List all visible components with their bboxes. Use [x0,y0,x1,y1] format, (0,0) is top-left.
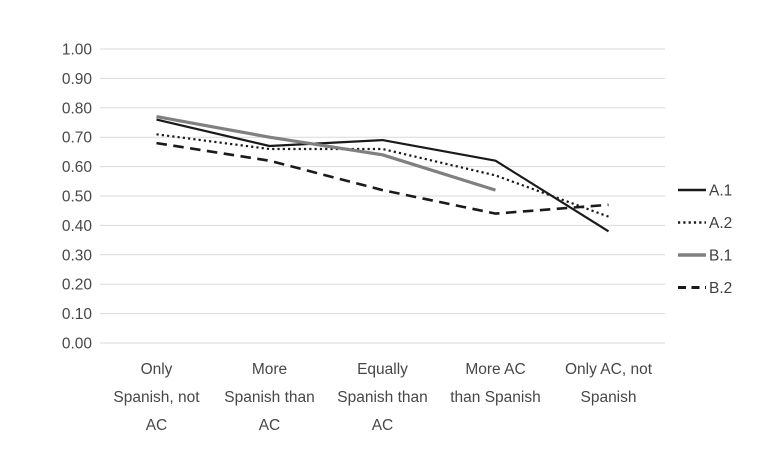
y-axis-tick-label: 0.20 [62,277,93,294]
y-axis-tick-label: 0.10 [62,306,93,323]
x-axis-category-label: Only AC, not Spanish [565,361,653,406]
series-line-A.1 [156,118,610,233]
x-axis-category-label: More AC than Spanish [450,361,541,406]
y-axis-tick-label: 0.90 [62,71,93,88]
y-axis-tick-label: 0.70 [62,130,93,147]
legend-label-B.1: B.1 [709,248,732,265]
series-line-B.2 [156,141,609,215]
legend-label-A.1: A.1 [709,183,732,200]
legend-label-A.2: A.2 [709,215,732,232]
y-axis-tick-label: 0.60 [62,159,93,176]
y-axis-tick-label: 0.40 [62,218,93,235]
y-axis-tick-label: 0.50 [62,189,93,206]
y-axis-tick-label: 1.00 [62,42,93,59]
x-axis-category-label: More Spanish than AC [224,361,315,434]
legend-label-B.2: B.2 [709,280,732,297]
series-line-B.1 [156,115,496,192]
x-axis-category-label: Only Spanish, not AC [113,361,200,434]
y-axis-tick-label: 0.80 [62,100,93,117]
x-axis-category-label: Equally Spanish than AC [337,361,428,434]
y-axis-tick-label: 0.00 [62,336,93,353]
y-axis-tick-label: 0.30 [62,247,93,264]
series-line-A.2 [156,133,609,218]
